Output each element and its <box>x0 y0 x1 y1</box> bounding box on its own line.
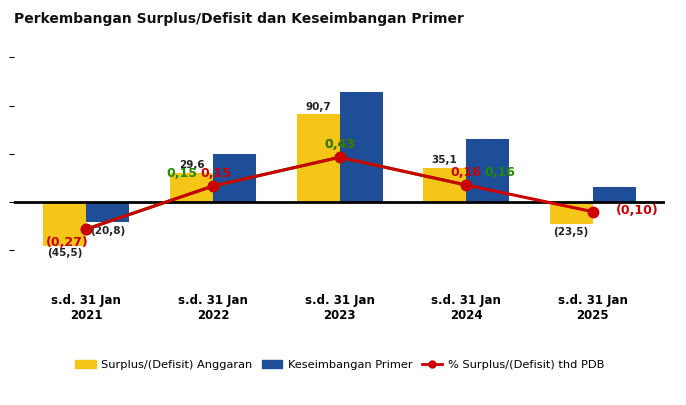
Bar <box>466 139 509 202</box>
Legend: Surplus/(Defisit) Anggaran, Keseimbangan Primer, % Surplus/(Defisit) thd PDB: Surplus/(Defisit) Anggaran, Keseimbangan… <box>71 356 608 375</box>
Bar <box>549 202 593 224</box>
Text: 0,16: 0,16 <box>451 166 482 179</box>
Bar <box>43 202 86 245</box>
Bar <box>423 168 466 202</box>
Text: 0,16: 0,16 <box>484 166 514 179</box>
Text: 0,15: 0,15 <box>200 167 231 180</box>
Bar <box>170 173 213 202</box>
Bar <box>86 202 130 222</box>
Text: (23,5): (23,5) <box>554 227 589 237</box>
Text: 0,15: 0,15 <box>167 167 198 180</box>
Text: 29,6: 29,6 <box>178 160 204 171</box>
Text: Perkembangan Surplus/Defisit dan Keseimbangan Primer: Perkembangan Surplus/Defisit dan Keseimb… <box>14 12 464 26</box>
Text: 50,1: 50,1 <box>222 141 248 151</box>
Text: 65,3: 65,3 <box>475 126 501 136</box>
Bar <box>213 153 256 202</box>
Text: (45,5): (45,5) <box>47 248 82 258</box>
Text: 90,7: 90,7 <box>305 102 331 112</box>
Bar <box>340 92 383 202</box>
Text: (0,27): (0,27) <box>46 236 88 249</box>
Text: (0,10): (0,10) <box>615 204 659 217</box>
Bar <box>296 115 340 202</box>
Text: 0,43: 0,43 <box>324 138 355 151</box>
Text: (20,8): (20,8) <box>91 226 126 236</box>
Text: 0,43: 0,43 <box>324 138 355 151</box>
Text: 113,9: 113,9 <box>344 79 377 89</box>
Bar <box>593 188 636 202</box>
Text: 35,1: 35,1 <box>431 155 458 165</box>
